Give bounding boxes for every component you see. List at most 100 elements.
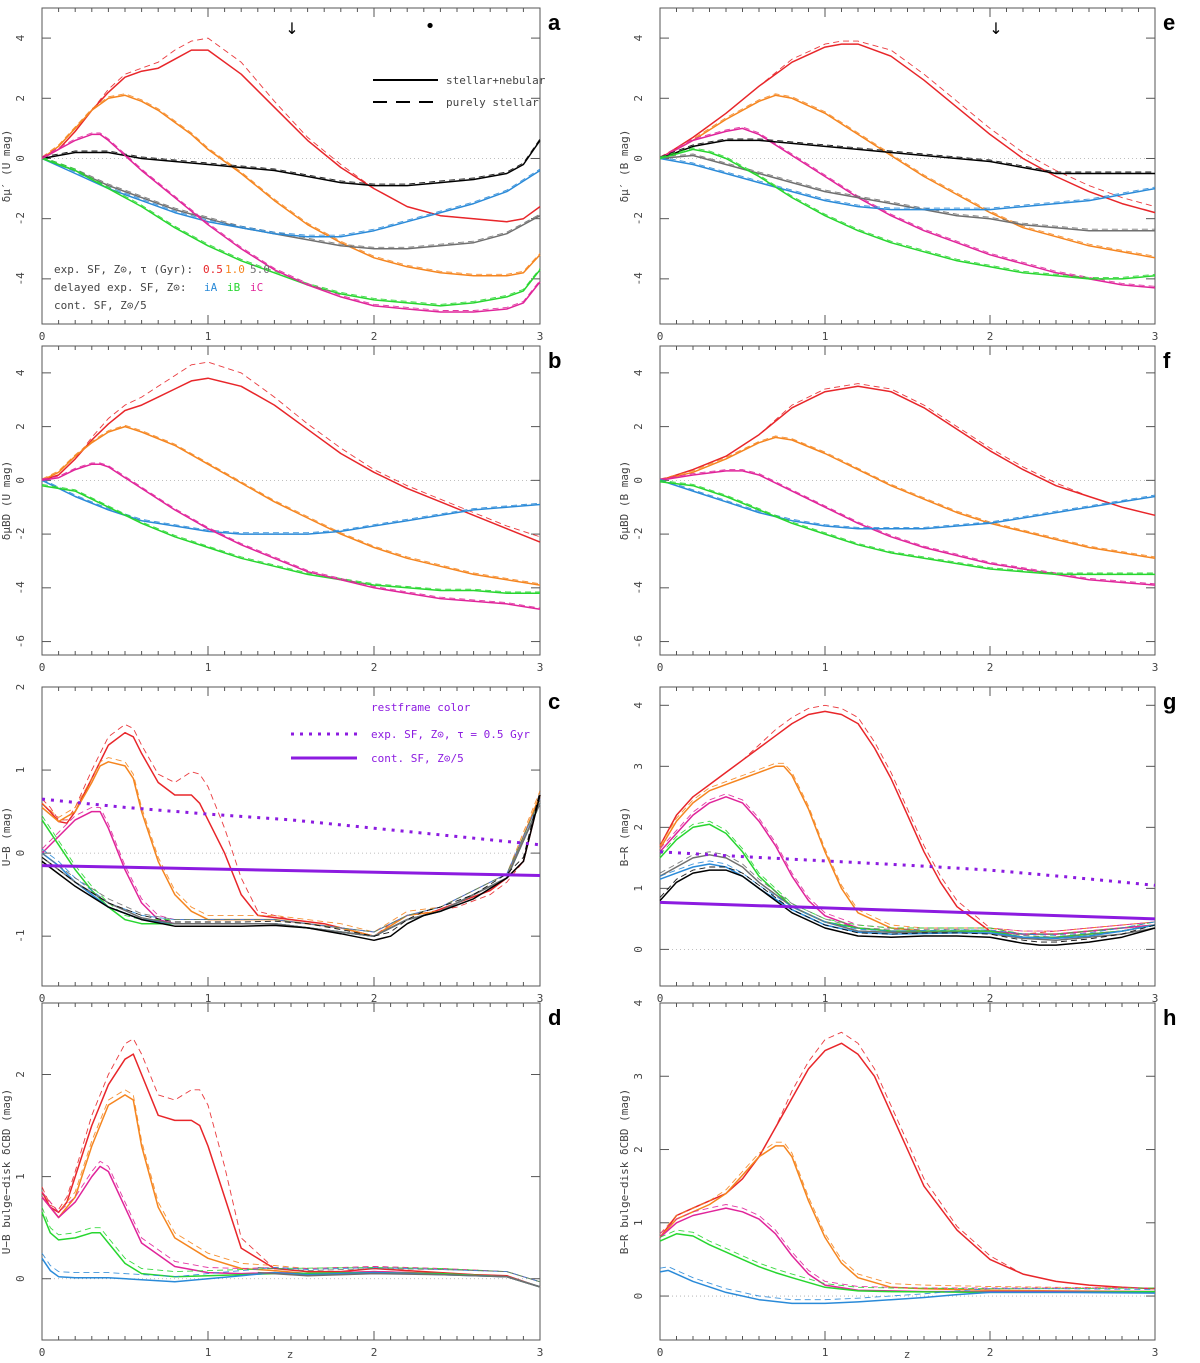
panel-b-ytick-label: -6 <box>14 635 27 648</box>
panel-h-series-blue-dashed <box>659 1266 1156 1301</box>
panel-d-frame <box>41 1002 541 1341</box>
panel-b-series-blue-dashed <box>41 478 541 534</box>
panel-b-ytick-label: 0 <box>14 477 27 484</box>
panel-c-series-gray-dashed <box>41 798 541 933</box>
panel-d-series-red-dashed <box>41 1038 541 1288</box>
legend-iA: iA <box>204 281 218 294</box>
panel-c-series-magenta-dashed <box>41 798 541 933</box>
panel-e-series-blue-dashed <box>659 156 1156 209</box>
legend-cont-label: cont. SF, Z⊙/5 <box>54 299 147 312</box>
panel-a-xtick-label: 3 <box>537 330 544 343</box>
panel-e-ytick-label: 2 <box>632 95 645 102</box>
panel-g-xtick-label: 2 <box>987 992 994 1005</box>
dot-marker-a: • <box>425 16 436 37</box>
panel-a-ytick-label: 4 <box>14 34 27 41</box>
restframe-title: restframe color <box>371 701 471 714</box>
panel-e-series-magenta <box>659 127 1156 289</box>
panel-c-xtick-label: 3 <box>537 992 544 1005</box>
panel-c-ytick-label: 1 <box>14 767 27 774</box>
panel-a-ytick-label: -4 <box>14 272 27 286</box>
panel-b-xtick-label: 2 <box>371 661 378 674</box>
panel-e-xtick-label: 2 <box>987 330 994 343</box>
panel-a-series-red-dashed <box>41 37 541 223</box>
panel-b-ytick-label: -4 <box>14 581 27 595</box>
panel-h-ytick-label: 2 <box>632 1146 645 1153</box>
panel-b-letter: b <box>548 348 561 373</box>
panel-g-series-orange-dashed <box>659 762 1156 932</box>
panel-c-ytick-label: 0 <box>14 850 27 857</box>
panel-e-series-orange <box>659 94 1156 259</box>
restframe-dotted-label: exp. SF, Z⊙, τ = 0.5 Gyr <box>371 728 530 741</box>
panel-c-series-green-dashed <box>41 798 541 933</box>
panel-c-ylabel: U−B (mag) <box>0 807 13 867</box>
panel-e-ytick-label: -2 <box>632 212 645 225</box>
panel-e-xtick-label: 1 <box>822 330 829 343</box>
panel-d-xtick-label: 2 <box>371 1346 378 1359</box>
panel-b-series-orange-dashed <box>41 424 541 585</box>
panel-d-xtick-label: 3 <box>537 1346 544 1359</box>
panel-d-ytick-label: 2 <box>14 1071 27 1078</box>
panel-c-restframe-solid <box>41 864 541 877</box>
panel-g-series-magenta <box>659 796 1156 935</box>
panel-h-series-red-dashed <box>659 1031 1156 1290</box>
panel-g-restframe-dotted <box>659 850 1156 887</box>
panel-c-xtick-label: 1 <box>205 992 212 1005</box>
panel-g-series-red-dashed <box>659 704 1156 935</box>
panel-a-series-black-dashed <box>41 138 541 185</box>
panel-e-series-black <box>659 139 1155 175</box>
panel-g-series-red <box>659 710 1156 938</box>
panel-a-letter: a <box>548 10 561 35</box>
panel-e-ytick-label: 0 <box>632 155 645 162</box>
legend-dashed-label: purely stellar <box>446 96 539 109</box>
panel-b-ytick-label: 4 <box>14 369 27 376</box>
panel-b-xtick-label: 1 <box>205 661 212 674</box>
panel-d-xtick-label: 0 <box>39 1346 46 1359</box>
panel-e-letter: e <box>1163 10 1175 35</box>
panel-g-ylabel: B−R (mag) <box>618 807 631 867</box>
panel-a-xtick-label: 1 <box>205 330 212 343</box>
panel-a-ytick-label: -2 <box>14 212 27 225</box>
panel-a-series-blue <box>41 157 541 238</box>
panel-h-ytick-label: 4 <box>632 999 645 1006</box>
panel-b-ylabel: δμBD (U mag) <box>0 461 13 540</box>
panel-f-series-blue-dashed <box>659 478 1156 528</box>
panel-d-series-gray <box>257 1271 541 1288</box>
panel-g-series-gray-dashed <box>659 851 1156 938</box>
panel-b-series-green-dashed <box>41 483 540 593</box>
panel-c-letter: c <box>548 689 560 714</box>
model-legend: exp. SF, Z⊙, τ (Gyr): 0.5 1.0 5.0 delaye… <box>54 263 270 312</box>
panel-c-series-black-dashed <box>41 790 541 937</box>
panel-e-series-green-dashed <box>659 147 1156 278</box>
panel-e-ytick-label: 4 <box>632 34 645 41</box>
panel-f-xtick-label: 0 <box>657 661 664 674</box>
panel-f-ylabel: δμBD (B mag) <box>618 461 631 540</box>
panel-g-series-green-dashed <box>659 820 1156 935</box>
panel-d-ytick-label: 0 <box>14 1275 27 1282</box>
panel-h-ylabel: B−R bulge−disk δCBD (mag) <box>618 1089 631 1255</box>
panel-a-series-black <box>41 139 541 187</box>
panel-a-series-red <box>41 49 541 223</box>
panel-a-xtick-label: 0 <box>39 330 46 343</box>
panel-c-series-gray <box>41 802 541 937</box>
panel-h-series-magenta <box>659 1207 1155 1293</box>
panel-h-xtick-label: 0 <box>657 1346 664 1359</box>
panel-c-series-black <box>41 794 541 942</box>
panel-g-series-magenta-dashed <box>659 793 1156 932</box>
panels-layer: 0 1 2 3 -4 -2 0 2 4 δμ′ (U mag) a 0 1 2 3 -6 -4 -2 0 2 4 δμBD… <box>0 7 1176 1359</box>
panel-c-series-blue-dashed <box>41 798 541 933</box>
panel-c-xtick-label: 2 <box>371 992 378 1005</box>
panel-c-xtick-label: 0 <box>39 992 46 1005</box>
panel-h-series-green <box>659 1233 1156 1294</box>
x-axis-label-right: z <box>904 1348 911 1361</box>
panel-g-series-gray <box>659 854 1156 941</box>
legend-iC: iC <box>250 281 263 294</box>
panel-h-ytick-label: 3 <box>632 1073 645 1080</box>
panel-b-series-magenta <box>41 463 541 611</box>
panel-c-ytick-label: 2 <box>14 684 27 691</box>
panel-f-ytick-label: -2 <box>632 527 645 540</box>
panel-g-restframe-solid <box>659 900 1156 921</box>
legend-tau-0-5: 0.5 <box>203 263 223 276</box>
panel-f-series-magenta <box>659 470 1156 586</box>
legend-exp-label: exp. SF, Z⊙, τ (Gyr): <box>54 263 193 276</box>
